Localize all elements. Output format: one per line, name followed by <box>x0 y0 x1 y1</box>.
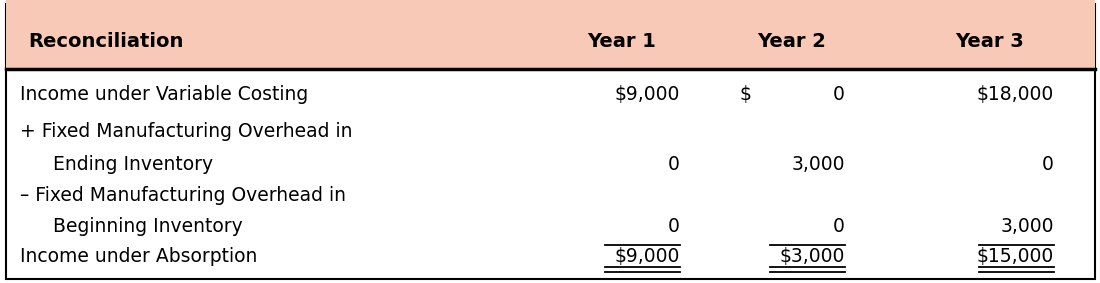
Text: Year 3: Year 3 <box>956 31 1024 51</box>
Text: Year 1: Year 1 <box>587 31 656 51</box>
Text: 0: 0 <box>668 155 680 174</box>
Text: – Fixed Manufacturing Overhead in: – Fixed Manufacturing Overhead in <box>20 186 345 205</box>
Text: 0: 0 <box>833 217 845 236</box>
Text: Beginning Inventory: Beginning Inventory <box>53 217 242 236</box>
Text: + Fixed Manufacturing Overhead in: + Fixed Manufacturing Overhead in <box>20 122 352 141</box>
Text: Ending Inventory: Ending Inventory <box>53 155 213 174</box>
Text: $3,000: $3,000 <box>780 246 845 266</box>
Text: Income under Absorption: Income under Absorption <box>20 246 257 266</box>
Text: Income under Variable Costing: Income under Variable Costing <box>20 85 308 104</box>
Text: $9,000: $9,000 <box>615 246 680 266</box>
Text: 3,000: 3,000 <box>1000 217 1054 236</box>
Text: 0: 0 <box>833 85 845 104</box>
Text: $9,000: $9,000 <box>615 85 680 104</box>
Bar <box>6 0 1094 69</box>
Text: 0: 0 <box>1042 155 1054 174</box>
Text: $: $ <box>739 85 751 104</box>
Text: 0: 0 <box>668 217 680 236</box>
Text: Reconciliation: Reconciliation <box>29 31 184 51</box>
Text: 3,000: 3,000 <box>791 155 845 174</box>
Text: $15,000: $15,000 <box>977 246 1054 266</box>
Text: $18,000: $18,000 <box>977 85 1054 104</box>
Text: Year 2: Year 2 <box>758 31 826 51</box>
